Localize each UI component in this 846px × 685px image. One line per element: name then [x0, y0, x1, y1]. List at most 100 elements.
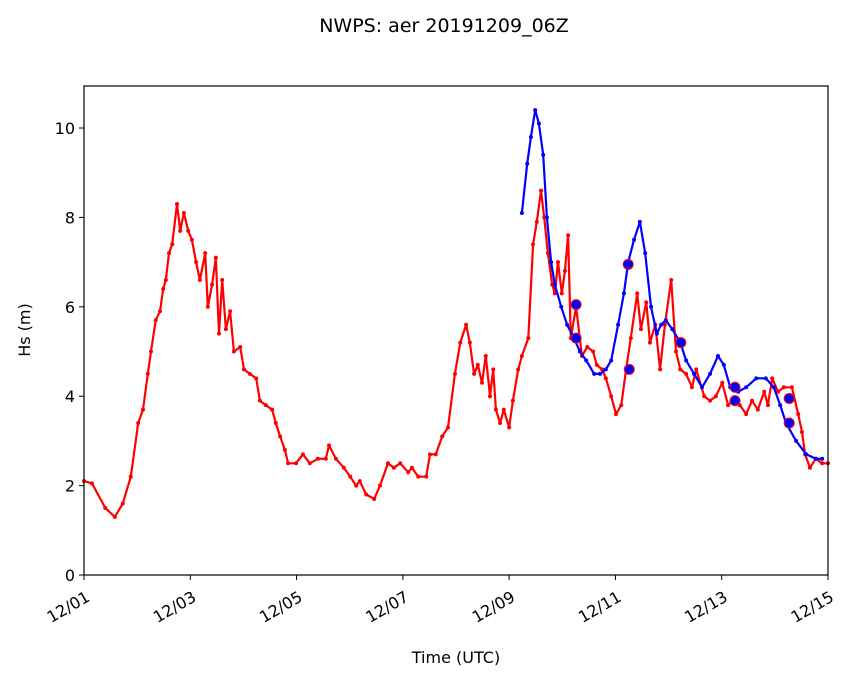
data-point [120, 501, 125, 506]
data-point [763, 376, 768, 381]
data-point [273, 421, 278, 426]
data-point [649, 304, 654, 309]
data-point [424, 474, 429, 479]
data-point [89, 481, 94, 486]
data-point [153, 318, 158, 323]
data-point [637, 219, 642, 224]
plot-area [82, 108, 830, 519]
data-point [635, 291, 640, 296]
data-point [112, 514, 117, 519]
data-point [603, 367, 608, 372]
data-point [592, 371, 597, 376]
data-point [467, 340, 472, 345]
data-point [452, 371, 457, 376]
y-tick-label: 8 [65, 208, 75, 227]
data-point [632, 237, 637, 242]
x-tick-label: 12/15 [788, 587, 837, 627]
data-point [464, 322, 469, 327]
data-point [507, 425, 512, 430]
data-point [762, 389, 767, 394]
data-point [794, 438, 799, 443]
data-point [161, 286, 166, 291]
data-point [491, 367, 496, 372]
data-point [348, 474, 353, 479]
analysis-marker [622, 258, 634, 270]
x-tick-label: 12/09 [469, 587, 518, 627]
data-point [254, 376, 259, 381]
data-point [744, 385, 749, 390]
data-point [694, 367, 699, 372]
x-axis-label: Time (UTC) [411, 648, 500, 667]
data-point [238, 345, 243, 350]
data-point [458, 340, 463, 345]
data-point [216, 331, 221, 336]
data-point [771, 385, 776, 390]
analysis-marker [729, 395, 741, 407]
axes-frame [83, 85, 829, 576]
data-point [446, 425, 451, 430]
data-point [533, 108, 538, 113]
data-point [721, 362, 726, 367]
data-point [781, 385, 786, 390]
analysis-marker [675, 337, 687, 349]
data-point [598, 371, 603, 376]
data-point [326, 443, 331, 448]
y-tick-label: 10 [55, 119, 75, 138]
data-point [804, 452, 809, 457]
data-point [378, 483, 383, 488]
data-point [654, 331, 659, 336]
chart-title: NWPS: aer 20191209_06Z [319, 15, 569, 37]
data-point [480, 380, 485, 385]
data-point [778, 403, 783, 408]
data-point [181, 210, 186, 215]
data-point [755, 407, 760, 412]
x-tick-label: 12/05 [256, 587, 305, 627]
data-point [194, 260, 199, 265]
data-point [341, 465, 346, 470]
y-tick-label: 2 [65, 477, 75, 496]
data-point [128, 474, 133, 479]
x-tick-label: 12/03 [150, 587, 199, 627]
data-point [516, 367, 521, 372]
data-point [501, 407, 506, 412]
data-point [799, 429, 804, 434]
data-point [282, 447, 287, 452]
x-tick-label: 12/13 [681, 587, 730, 627]
data-point [566, 233, 571, 238]
data-point [175, 202, 179, 207]
y-axis-label: Hs (m) [15, 303, 34, 357]
data-point [577, 349, 582, 354]
data-point [241, 367, 246, 372]
x-tick-label: 12/01 [44, 587, 93, 627]
data-point [278, 434, 283, 439]
data-point [754, 376, 759, 381]
data-point [294, 461, 299, 466]
data-point [300, 452, 305, 457]
analysis-marker [570, 299, 582, 311]
data-point [228, 309, 233, 314]
data-point [674, 349, 679, 354]
data-point [621, 291, 626, 296]
data-point [544, 215, 549, 220]
data-point [616, 322, 621, 327]
data-point [136, 421, 141, 426]
data-point [140, 407, 145, 412]
data-point [813, 456, 818, 461]
data-point [669, 277, 674, 282]
data-point [433, 452, 438, 457]
data-point [713, 394, 718, 399]
data-point [744, 412, 749, 417]
y-tick-label: 4 [65, 387, 75, 406]
data-point [559, 304, 564, 309]
data-point [372, 497, 377, 502]
data-point [270, 407, 275, 412]
data-point [170, 242, 175, 247]
data-point [163, 277, 168, 282]
data-point [594, 362, 599, 367]
data-point [510, 398, 515, 403]
data-point [584, 358, 589, 363]
data-point [670, 327, 675, 332]
data-point [562, 269, 567, 274]
